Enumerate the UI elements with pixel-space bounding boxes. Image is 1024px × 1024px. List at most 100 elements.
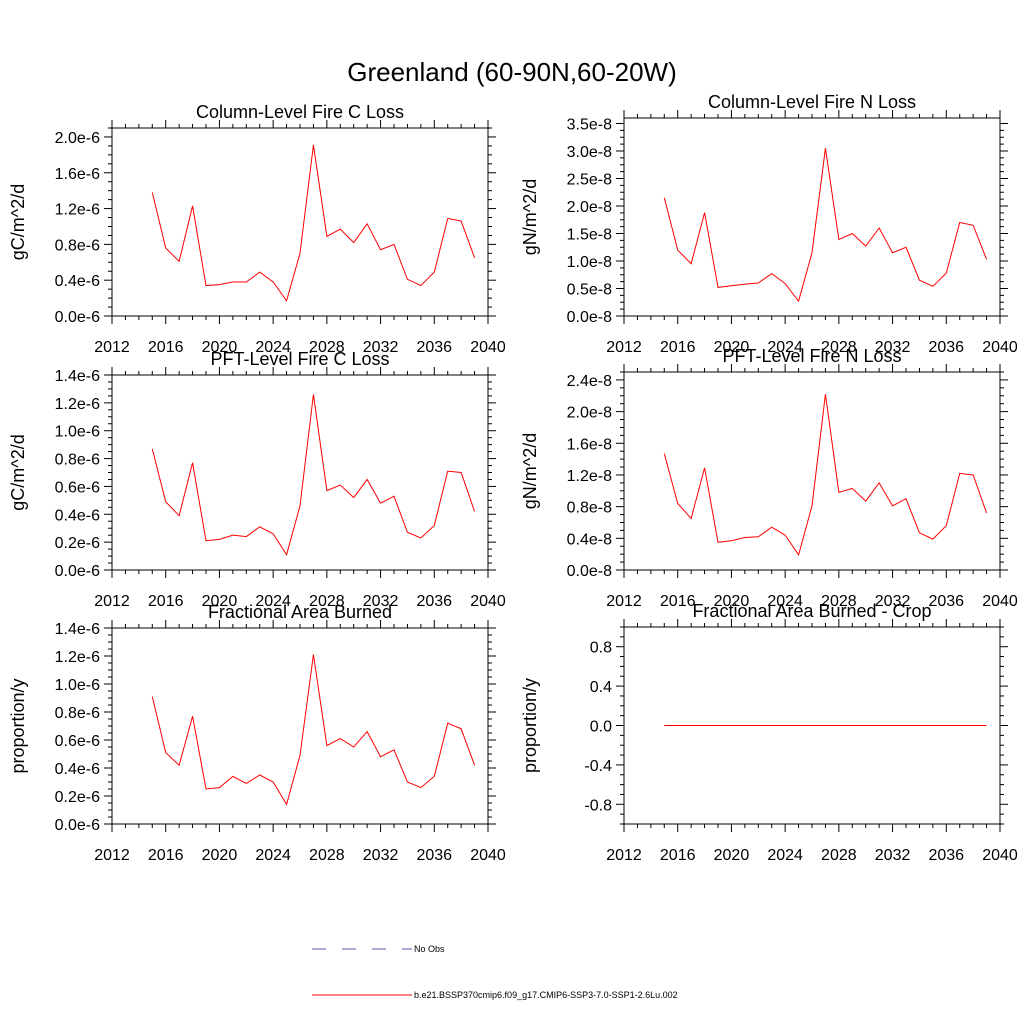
panel-3-ytick-label: 0.4e-6 — [55, 507, 100, 524]
panel-5-xtick-label: 2024 — [255, 847, 291, 864]
panel-6-ytick-label: 0.4 — [590, 679, 612, 696]
panel-4-xtick-label: 2024 — [767, 593, 803, 610]
panel-2-xtick-label: 2040 — [982, 339, 1018, 356]
panel-3-xtick-label: 2012 — [94, 593, 130, 610]
panel-5-ylabel: proportion/y — [8, 678, 28, 773]
panel-3-ytick-label: 0.2e-6 — [55, 535, 100, 552]
panel-2-series-line — [663, 148, 988, 303]
panel-2-xtick-label: 2012 — [606, 339, 642, 356]
panel-3-title: PFT-Level Fire C Loss — [210, 349, 389, 369]
panels: Column-Level Fire C Loss gC/m^2/d 2012 2016… — [8, 92, 1018, 864]
panel-3-ytick-label: 1.0e-6 — [55, 424, 100, 441]
panel-5-frame — [111, 627, 489, 825]
panel-6-ytick-label: 0.8 — [590, 640, 612, 657]
panel-2-ytick-label: 1.0e-8 — [567, 254, 612, 271]
panel-3-xtick-label: 2040 — [470, 593, 506, 610]
panel-5-xtick-label: 2040 — [470, 847, 506, 864]
panel-2-frame — [623, 117, 1001, 317]
panel-3-ytick-label: 0.6e-6 — [55, 479, 100, 496]
panel-1-xtick-label: 2016 — [148, 339, 184, 356]
panel-6-xtick-label: 2028 — [821, 847, 857, 864]
panel-2-xtick-label: 2032 — [875, 339, 911, 356]
panel-3-ytick-label: 0.8e-6 — [55, 452, 100, 469]
panel-5-ytick-label: 0.6e-6 — [55, 733, 100, 750]
panel-2-ytick-label: 3.5e-8 — [567, 117, 612, 134]
panel-2-title: Column-Level Fire N Loss — [708, 92, 916, 112]
panel-1-xtick-label: 2032 — [363, 339, 399, 356]
panel-5-series-line — [151, 654, 476, 806]
panel-1-xtick-label: 2036 — [416, 339, 452, 356]
panel-4-xtick-label: 2036 — [928, 593, 964, 610]
panel-5-ytick-label: 1.2e-6 — [55, 649, 100, 666]
panel-2-ylabel: gN/m^2/d — [520, 179, 540, 255]
panel-5-ytick-label: 1.4e-6 — [55, 621, 100, 638]
panel-3-xtick-label: 2024 — [255, 593, 291, 610]
panel-6-title: Fractional Area Burned - Crop — [692, 601, 931, 621]
panel-4-xtick-label: 2028 — [821, 593, 857, 610]
panel-1-xtick-label: 2012 — [94, 339, 130, 356]
panel-3-ytick-label: 0.0e-6 — [55, 563, 100, 580]
panel-1-xtick-label: 2020 — [202, 339, 238, 356]
panel-3: PFT-Level Fire C Loss gC/m^2/d 2012 2016 202… — [8, 349, 506, 610]
panel-2-ytick-label: 0.5e-8 — [567, 282, 612, 299]
panel-6-ylabel: proportion/y — [520, 678, 540, 773]
panel-2-xtick-label: 2020 — [714, 339, 750, 356]
panel-5-xtick-label: 2016 — [148, 847, 184, 864]
panel-5-ytick-label: 0.0e-6 — [55, 817, 100, 834]
panel-5-ytick-label: 0.2e-6 — [55, 789, 100, 806]
panel-5-ytick-label: 1.0e-6 — [55, 677, 100, 694]
panel-4-title: PFT-Level Fire N Loss — [722, 346, 901, 366]
panel-6-xtick-label: 2032 — [875, 847, 911, 864]
panel-2-ytick-label: 3.0e-8 — [567, 144, 612, 161]
panel-5-xtick-label: 2032 — [363, 847, 399, 864]
panel-4-frame — [623, 371, 1001, 571]
panel-1-ytick-label: 1.6e-6 — [55, 166, 100, 183]
legend-item-model: b.e21.BSSP370cmip6.f09_g17.CMIP6-SSP3-7.… — [312, 990, 678, 1000]
panel-3-ytick-label: 1.2e-6 — [55, 396, 100, 413]
panel-2-xtick-label: 2024 — [767, 339, 803, 356]
panel-5-xtick-label: 2020 — [202, 847, 238, 864]
panel-6-xtick-label: 2036 — [928, 847, 964, 864]
panel-3-xtick-label: 2028 — [309, 593, 345, 610]
panel-1: Column-Level Fire C Loss gC/m^2/d 2012 2016… — [8, 102, 506, 356]
panel-5-ytick-label: 0.4e-6 — [55, 761, 100, 778]
panel-4-xtick-label: 2016 — [660, 593, 696, 610]
panel-6-ytick-label: 0.0 — [590, 719, 612, 736]
panel-5-xtick-label: 2028 — [309, 847, 345, 864]
panel-5: Fractional Area Burned proportion/y 2012 20… — [8, 602, 506, 864]
panel-4-ytick-label: 2.0e-8 — [567, 405, 612, 422]
panel-6-xtick-label: 2024 — [767, 847, 803, 864]
panel-3-xtick-label: 2020 — [202, 593, 238, 610]
panel-1-xtick-label: 2028 — [309, 339, 345, 356]
panel-2-xtick-label: 2016 — [660, 339, 696, 356]
panel-2-xtick-label: 2036 — [928, 339, 964, 356]
panel-5-xtick-label: 2036 — [416, 847, 452, 864]
legend-label-no-obs: No Obs — [414, 944, 445, 954]
panel-3-xtick-label: 2016 — [148, 593, 184, 610]
panel-6-xtick-label: 2040 — [982, 847, 1018, 864]
panel-3-xtick-label: 2032 — [363, 593, 399, 610]
panel-1-series-line — [151, 144, 476, 302]
panel-1-xtick-label: 2024 — [255, 339, 291, 356]
panel-5-xtick-label: 2012 — [94, 847, 130, 864]
panel-1-ytick-label: 0.0e-6 — [55, 309, 100, 326]
panel-2: Column-Level Fire N Loss gN/m^2/d 2012 2016… — [520, 92, 1018, 356]
panel-3-frame — [111, 374, 489, 571]
panel-4-series-line — [663, 394, 988, 557]
panel-4-xtick-label: 2020 — [714, 593, 750, 610]
panel-2-ytick-label: 2.0e-8 — [567, 199, 612, 216]
panel-5-title: Fractional Area Burned — [208, 602, 392, 622]
panel-6-ytick-label: -0.4 — [584, 758, 612, 775]
panel-4: PFT-Level Fire N Loss gN/m^2/d 2012 2016 202… — [520, 346, 1018, 610]
panel-5-ytick-label: 0.8e-6 — [55, 705, 100, 722]
panel-4-ytick-label: 0.8e-8 — [567, 500, 612, 517]
panel-2-ytick-label: 1.5e-8 — [567, 227, 612, 244]
panel-6: Fractional Area Burned - Crop proportion/… — [520, 601, 1018, 864]
panel-4-ytick-label: 1.2e-8 — [567, 468, 612, 485]
panel-4-ytick-label: 0.4e-8 — [567, 531, 612, 548]
panel-1-ylabel: gC/m^2/d — [8, 184, 28, 260]
panel-6-xtick-label: 2016 — [660, 847, 696, 864]
panel-3-xtick-label: 2036 — [416, 593, 452, 610]
panel-4-ylabel: gN/m^2/d — [520, 433, 540, 509]
